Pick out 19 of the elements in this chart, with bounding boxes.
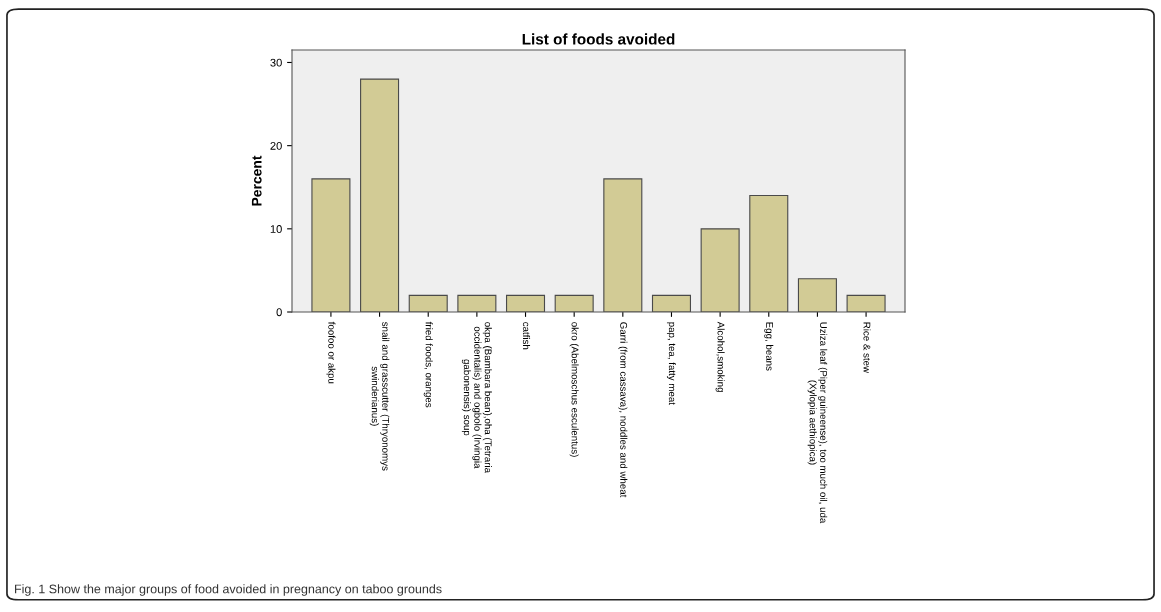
y-tick-label: 10 bbox=[270, 225, 282, 233]
y-tick-label: 20 bbox=[270, 141, 282, 150]
chart-title: List of foods avoided bbox=[522, 33, 675, 45]
x-tick-label: snail and grasscutter (Thryonomys swinderianus) bbox=[369, 321, 390, 471]
x-tick-label: Alcohol,smoking bbox=[715, 321, 725, 392]
y-tick-label: 30 bbox=[270, 58, 282, 67]
x-tick-label: catfish bbox=[522, 322, 531, 350]
x-tick-label: pap, tea, fatty meat bbox=[666, 322, 676, 405]
x-tick-label: foofoo or akpu bbox=[326, 321, 336, 384]
x-tick-label: Uziza leaf (Piper guineense), too much oil, uda (Xylopia aethiopica) bbox=[807, 322, 828, 524]
y-axis-title: Percent bbox=[251, 155, 262, 206]
y-tick-label: 0 bbox=[276, 308, 282, 317]
x-tick-label: okro (Abelmoschus esculentus) bbox=[569, 322, 579, 457]
x-tick-label: okpa (Bambara bean),oha (Tetraria occidentalis) and ogbolo (Irvingia gabonensis) soup bbox=[461, 322, 492, 474]
x-tick-label: Egg, beans bbox=[764, 322, 774, 371]
x-tick-label: Garri (from cassava), noddles and wheat bbox=[618, 322, 628, 498]
caption: Fig. 1 Show the major groups of food avoided in pregnancy on taboo grounds bbox=[15, 584, 442, 596]
x-tick-label: fried foods, oranges bbox=[423, 321, 433, 408]
x-tick-label: Rice & stew bbox=[863, 322, 871, 374]
